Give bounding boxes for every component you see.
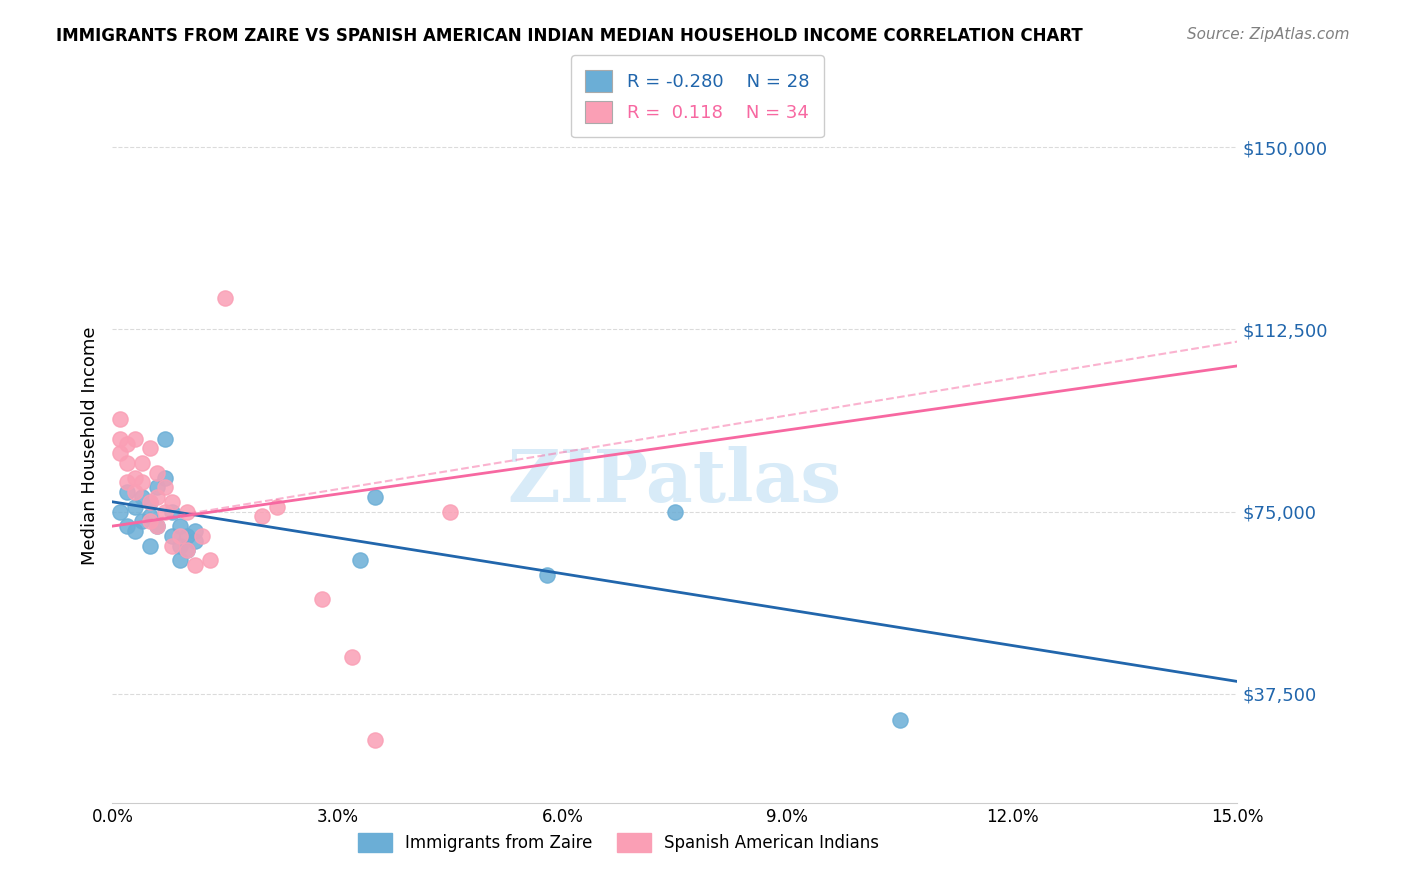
Legend: Immigrants from Zaire, Spanish American Indians: Immigrants from Zaire, Spanish American … — [352, 826, 886, 859]
Point — [131, 456, 153, 470]
Point — [184, 533, 207, 548]
Point — [176, 529, 198, 543]
Point — [169, 519, 191, 533]
Point — [176, 504, 198, 518]
Point — [108, 504, 131, 518]
Point — [364, 732, 387, 747]
Point — [139, 509, 162, 524]
Point — [124, 500, 146, 514]
Point — [131, 514, 153, 528]
Point — [153, 480, 176, 494]
Point — [139, 495, 162, 509]
Text: Source: ZipAtlas.com: Source: ZipAtlas.com — [1187, 27, 1350, 42]
Point — [124, 470, 146, 484]
Point — [364, 490, 387, 504]
Point — [108, 432, 131, 446]
Point — [131, 475, 153, 490]
Point — [162, 539, 184, 553]
Point — [162, 529, 184, 543]
Point — [311, 591, 333, 606]
Point — [139, 539, 162, 553]
Point — [146, 466, 169, 480]
Point — [266, 500, 288, 514]
Point — [198, 553, 221, 567]
Point — [153, 432, 176, 446]
Point — [153, 470, 176, 484]
Point — [139, 495, 162, 509]
Point — [439, 504, 461, 518]
Text: ZIPatlas: ZIPatlas — [508, 446, 842, 517]
Point — [139, 442, 162, 456]
Point — [124, 524, 146, 538]
Point — [146, 480, 169, 494]
Point — [117, 485, 139, 500]
Point — [117, 519, 139, 533]
Point — [153, 504, 176, 518]
Point — [176, 543, 198, 558]
Point — [162, 495, 184, 509]
Point — [184, 558, 207, 572]
Point — [124, 432, 146, 446]
Point — [124, 485, 146, 500]
Point — [146, 519, 169, 533]
Point — [176, 543, 198, 558]
Point — [536, 567, 558, 582]
Point — [191, 529, 214, 543]
Point — [664, 504, 686, 518]
Point — [349, 553, 371, 567]
Point — [252, 509, 274, 524]
Point — [146, 519, 169, 533]
Point — [139, 514, 162, 528]
Point — [117, 475, 139, 490]
Point — [169, 539, 191, 553]
Y-axis label: Median Household Income: Median Household Income — [80, 326, 98, 566]
Point — [108, 412, 131, 426]
Point — [184, 524, 207, 538]
Point — [169, 529, 191, 543]
Point — [214, 291, 236, 305]
Point — [108, 446, 131, 460]
Point — [342, 650, 364, 665]
Point — [146, 490, 169, 504]
Text: IMMIGRANTS FROM ZAIRE VS SPANISH AMERICAN INDIAN MEDIAN HOUSEHOLD INCOME CORRELA: IMMIGRANTS FROM ZAIRE VS SPANISH AMERICA… — [56, 27, 1083, 45]
Point — [117, 436, 139, 450]
Point — [131, 490, 153, 504]
Point — [169, 553, 191, 567]
Point — [162, 504, 184, 518]
Point — [889, 713, 911, 727]
Point — [117, 456, 139, 470]
